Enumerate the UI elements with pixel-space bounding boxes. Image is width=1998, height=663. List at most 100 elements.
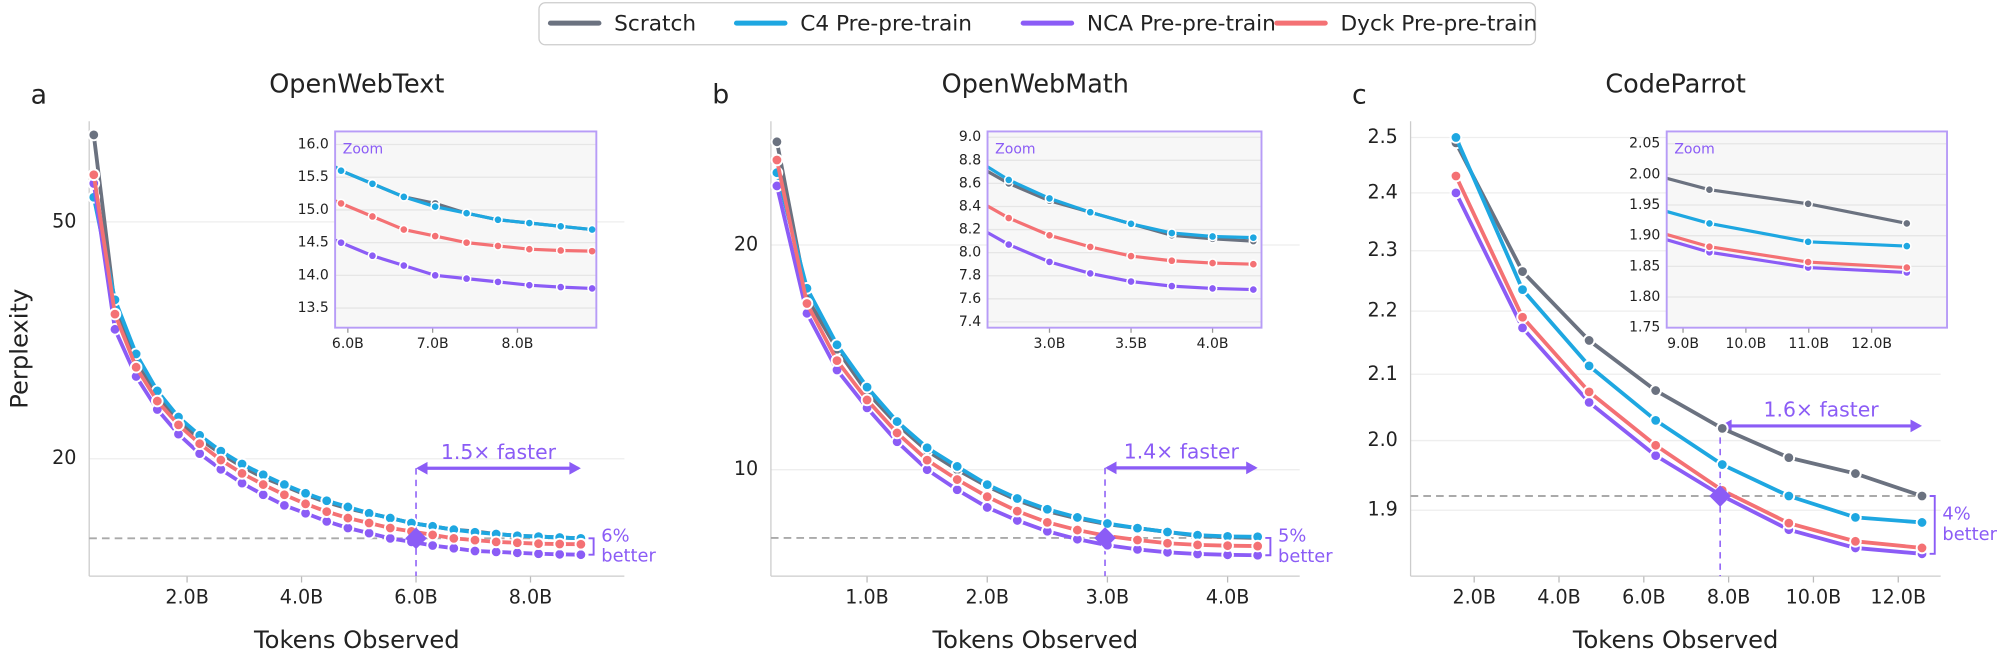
data-point — [1131, 521, 1144, 535]
data-point — [920, 441, 934, 455]
inset-data-point — [1166, 281, 1177, 291]
inset-x-tick-label: 4.0B — [1197, 336, 1229, 352]
inset-data-point — [587, 246, 597, 256]
inset-data-point — [882, 145, 890, 153]
inset-data-point — [842, 52, 850, 60]
inset-data-point — [1607, 159, 1615, 167]
inset-series-line — [1666, 176, 1908, 225]
inset-data-point — [1901, 218, 1912, 229]
inset-series-line — [335, 199, 593, 253]
x-axis-label: Tokens Observed — [932, 626, 1139, 654]
inset-y-tick-label: 16.0 — [298, 137, 329, 153]
inset-data-point — [1803, 236, 1813, 247]
data-point — [1649, 414, 1662, 427]
data-point — [980, 501, 994, 514]
inset-y-tick-label: 8.2 — [959, 222, 981, 238]
data-point — [278, 488, 291, 502]
inset-y-tick-label: 15.5 — [298, 169, 329, 185]
data-point — [950, 483, 964, 497]
data-point — [1915, 489, 1929, 503]
data-point — [532, 547, 545, 561]
x-tick-label: 2.0B — [1452, 585, 1496, 608]
inset-data-point — [493, 214, 503, 225]
data-point — [1131, 533, 1144, 547]
inset-data-point — [211, 160, 219, 168]
data-point — [1010, 504, 1024, 518]
data-point — [890, 426, 904, 440]
data-point — [574, 548, 588, 561]
y-tick-label: 2.3 — [1367, 238, 1397, 261]
inset-data-point — [842, 87, 850, 95]
inset-data-point — [555, 282, 566, 292]
y-axis-label: Perplexity — [5, 289, 33, 409]
inset-data-point — [882, 110, 890, 118]
data-point — [950, 473, 964, 486]
speedup-label: 1.6× faster — [1764, 398, 1880, 422]
inset-label: Zoom — [1674, 141, 1714, 157]
data-point — [1715, 422, 1729, 435]
inset-data-point — [882, 75, 890, 83]
inset-data-point — [1248, 232, 1259, 243]
inset-data-point — [243, 186, 251, 194]
gain-bracket — [1265, 537, 1272, 557]
data-point — [1101, 517, 1114, 530]
inset-data-point — [1248, 259, 1259, 270]
inset-data-point — [923, 156, 931, 164]
inset-y-tick-label: 7.8 — [959, 268, 981, 284]
inset-x-tick-label: 6.0B — [332, 336, 364, 352]
inset-data-point — [336, 198, 346, 209]
data-point — [1849, 511, 1862, 524]
inset-data-point — [398, 260, 409, 271]
data-point — [299, 486, 312, 500]
inset-y-tick-label: 8.0 — [959, 245, 981, 261]
inset-x-tick-label: 3.0B — [1034, 336, 1066, 352]
inset-data-point — [243, 147, 251, 155]
match-marker — [1709, 485, 1731, 507]
inset-y-tick-label: 13.5 — [298, 300, 329, 316]
inset-plot — [842, 52, 1259, 295]
inset-data-point — [1409, 101, 1417, 109]
inset-data-point — [1704, 184, 1715, 195]
data-point — [256, 478, 270, 491]
legend-label: Scratch — [614, 11, 696, 36]
inset-data-point — [180, 88, 188, 96]
inset-data-point — [1901, 262, 1912, 273]
inset-data-point — [1044, 193, 1055, 204]
inset-data-point — [367, 211, 378, 222]
legend-label: NCA Pre-pre-train — [1087, 11, 1276, 36]
inset-x-tick-label: 8.0B — [502, 336, 534, 352]
data-point — [489, 535, 503, 549]
data-point — [1041, 516, 1054, 529]
data-point — [1582, 334, 1596, 347]
chart-title: OpenWebText — [269, 70, 444, 100]
inset-data-point — [149, 3, 157, 11]
inset-data-point — [587, 224, 597, 235]
inset-data-point — [1044, 230, 1055, 241]
data-point — [1649, 449, 1662, 462]
x-tick-label: 4.0B — [280, 585, 324, 608]
inset-data-point — [923, 122, 931, 130]
data-point — [830, 354, 844, 367]
plot-area — [87, 128, 588, 561]
inset-y-tick-label: 1.80 — [1629, 289, 1660, 305]
inset-data-point — [1248, 284, 1259, 295]
x-axis-label: Tokens Observed — [1572, 626, 1779, 654]
inset-data-point — [493, 241, 503, 251]
data-point — [341, 500, 355, 514]
data-point — [860, 380, 874, 394]
gain-label: 5% — [1278, 525, 1306, 546]
data-point — [1071, 523, 1084, 537]
inset-data-point — [117, 49, 125, 57]
inset-series-line — [987, 204, 1254, 266]
gain-bracket — [588, 537, 595, 556]
inset-y-tick-label: 15.0 — [298, 202, 329, 218]
inset-data-point — [461, 237, 472, 248]
data-point — [193, 437, 206, 451]
data-point — [1221, 539, 1234, 552]
y-tick-label: 1.9 — [1367, 498, 1397, 521]
y-tick-label: 2.5 — [1367, 125, 1397, 148]
inset-data-point — [524, 218, 535, 228]
inset-data-point — [1508, 175, 1516, 183]
series-line — [1454, 175, 1923, 550]
inset-data-point — [1207, 258, 1218, 268]
